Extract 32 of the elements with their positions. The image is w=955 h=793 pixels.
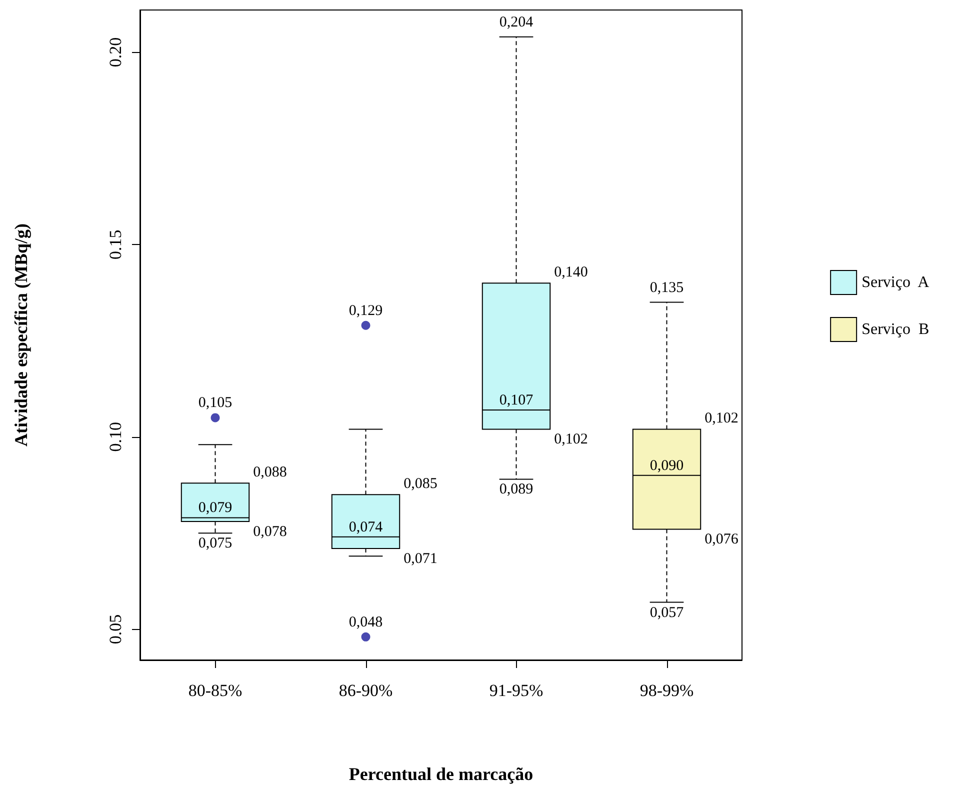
legend-label: Serviço A [862,274,930,291]
annotation: 0,057 [650,604,684,621]
annotation: 0,079 [198,500,232,516]
y-tick-label: 0.15 [106,230,125,260]
x-tick-label: 98-99% [640,681,694,700]
annotation: 0,075 [198,536,232,552]
x-tick-label: 86-90% [338,681,393,700]
annotation: 0,102 [554,432,588,448]
y-axis-title: Atividade específica (MBq/g) [11,224,31,446]
y-tick-label: 0.10 [106,422,125,452]
annotation: 0,135 [650,280,684,296]
annotation: 0,089 [499,482,534,498]
annotation: 0,085 [404,476,438,492]
x-axis-title: Percentual de marcação [348,764,534,784]
annotation: 0,078 [253,524,287,540]
annotation: 0,074 [348,519,384,536]
annotation: 0,088 [253,464,287,481]
legend-label: Serviço B [862,321,930,338]
y-tick-label: 0.05 [106,614,125,644]
annotation: 0,090 [650,458,684,474]
annotation: 0,140 [554,264,588,281]
annotation: 0,105 [198,395,232,412]
annotation: 0,076 [704,532,739,548]
annotation: 0,107 [499,392,534,408]
annotation: 0,048 [348,614,383,630]
x-tick-label: 80-85% [188,681,242,700]
y-tick-label: 0.20 [106,37,125,68]
annotation: 0,204 [499,14,534,30]
annotation: 0,102 [704,410,738,427]
x-tick-label: 91-95% [489,681,544,700]
annotation: 0,129 [348,302,383,319]
annotation: 0,071 [404,550,438,567]
